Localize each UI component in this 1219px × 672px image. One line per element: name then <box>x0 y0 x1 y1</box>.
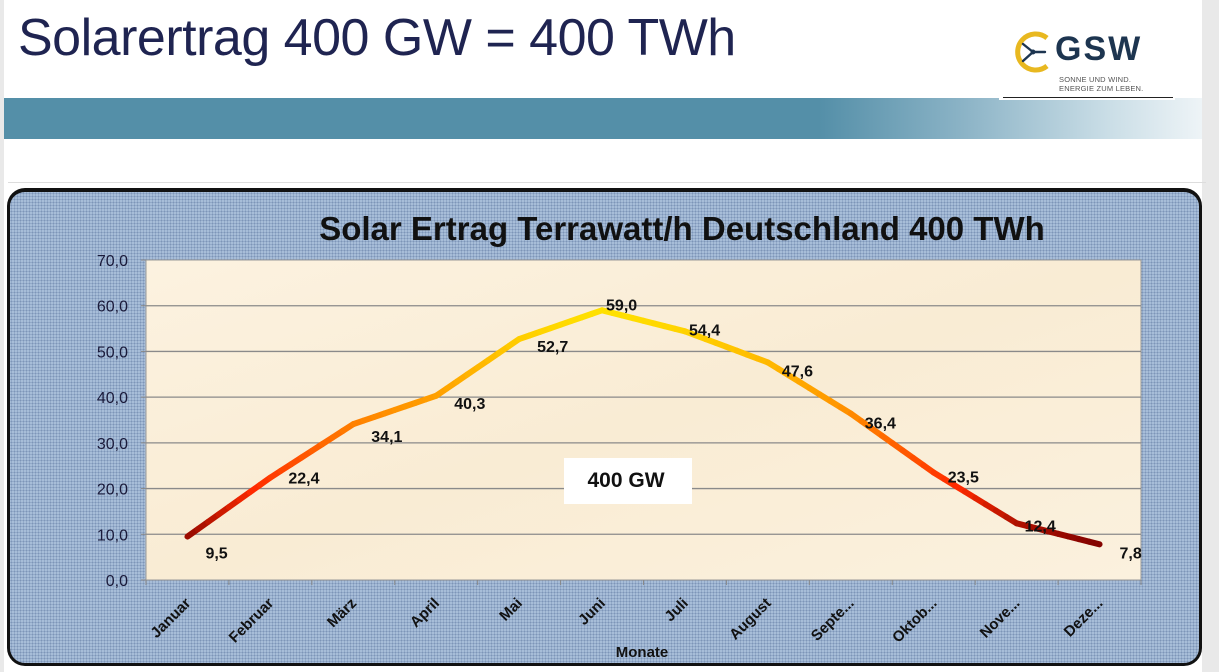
plot-area <box>145 259 1142 581</box>
logo-underline <box>1003 97 1173 98</box>
data-label: 23,5 <box>948 470 979 487</box>
logo-tagline-line1: SONNE UND WIND. <box>1059 75 1132 84</box>
y-tick-label: 30,0 <box>97 436 128 453</box>
annotation-400gw: 400 GW <box>564 458 692 504</box>
logo-tagline-line2: ENERGIE ZUM LEBEN. <box>1059 84 1144 93</box>
x-tick-label: Mai <box>496 595 526 625</box>
ruler-divider <box>8 182 1206 191</box>
data-label: 59,0 <box>606 297 637 314</box>
y-tick-label: 40,0 <box>97 390 128 407</box>
logo-wordmark: GSW <box>1055 30 1143 68</box>
data-label: 40,3 <box>454 396 485 413</box>
data-label: 34,1 <box>371 429 402 446</box>
data-label: 36,4 <box>865 416 896 433</box>
data-label: 22,4 <box>288 471 319 488</box>
x-tick-label: Juli <box>661 595 691 625</box>
x-tick-label: Nove... <box>977 595 1024 642</box>
gridlines <box>146 305 1141 535</box>
data-labels: 9,5 22,4 34,1 40,3 52,7 59,0 54,4 47,6 36,4 23,5 1… <box>205 297 1141 562</box>
logo-tagline: SONNE UND WIND. ENERGIE ZUM LEBEN. <box>1059 75 1143 93</box>
y-axis: 0,0 10,0 20,0 30,0 40,0 50,0 60,0 70,0 <box>97 253 146 590</box>
x-axis-title: Monate <box>616 644 669 661</box>
x-tick-label: Februar <box>226 595 278 647</box>
annotation-text: 400 GW <box>587 469 664 492</box>
data-label: 54,4 <box>689 322 720 339</box>
y-tick-label: 70,0 <box>97 253 128 270</box>
series-line <box>184 307 1103 548</box>
x-tick-label: August <box>726 595 775 644</box>
data-label: 9,5 <box>205 546 227 563</box>
gsw-logo: GSW SONNE UND WIND. ENERGIE ZUM LEBEN. <box>999 22 1175 100</box>
x-tick-label: März <box>324 595 360 631</box>
y-tick-label: 0,0 <box>106 573 128 590</box>
slide-title: Solarertrag 400 GW = 400 TWh <box>18 9 736 67</box>
annotation-box <box>564 458 692 504</box>
y-tick-label: 10,0 <box>97 527 128 544</box>
x-tick-label: Oktob... <box>889 595 941 647</box>
data-label: 47,6 <box>782 363 813 380</box>
header-band <box>4 98 1202 139</box>
chart-title: Solar Ertrag Terrawatt/h Deutschland 400… <box>319 210 1045 247</box>
line-segment <box>1086 538 1103 548</box>
x-tick-label: April <box>407 595 443 631</box>
wind-turbine-logo-icon <box>1015 31 1049 73</box>
y-tick-label: 50,0 <box>97 344 128 361</box>
y-tick-label: 60,0 <box>97 299 128 316</box>
x-tick-label: Januar <box>147 595 194 642</box>
y-tick-label: 20,0 <box>97 482 128 499</box>
x-tick-label: Septe... <box>808 595 858 645</box>
data-label: 52,7 <box>537 339 568 356</box>
x-tick-label: Deze... <box>1061 595 1107 641</box>
data-label: 12,4 <box>1025 518 1056 535</box>
x-tick-label: Juni <box>575 595 609 629</box>
x-axis: Januar Februar März April Mai Juni Juli August S… <box>145 580 1142 647</box>
data-label: 7,8 <box>1120 545 1142 562</box>
